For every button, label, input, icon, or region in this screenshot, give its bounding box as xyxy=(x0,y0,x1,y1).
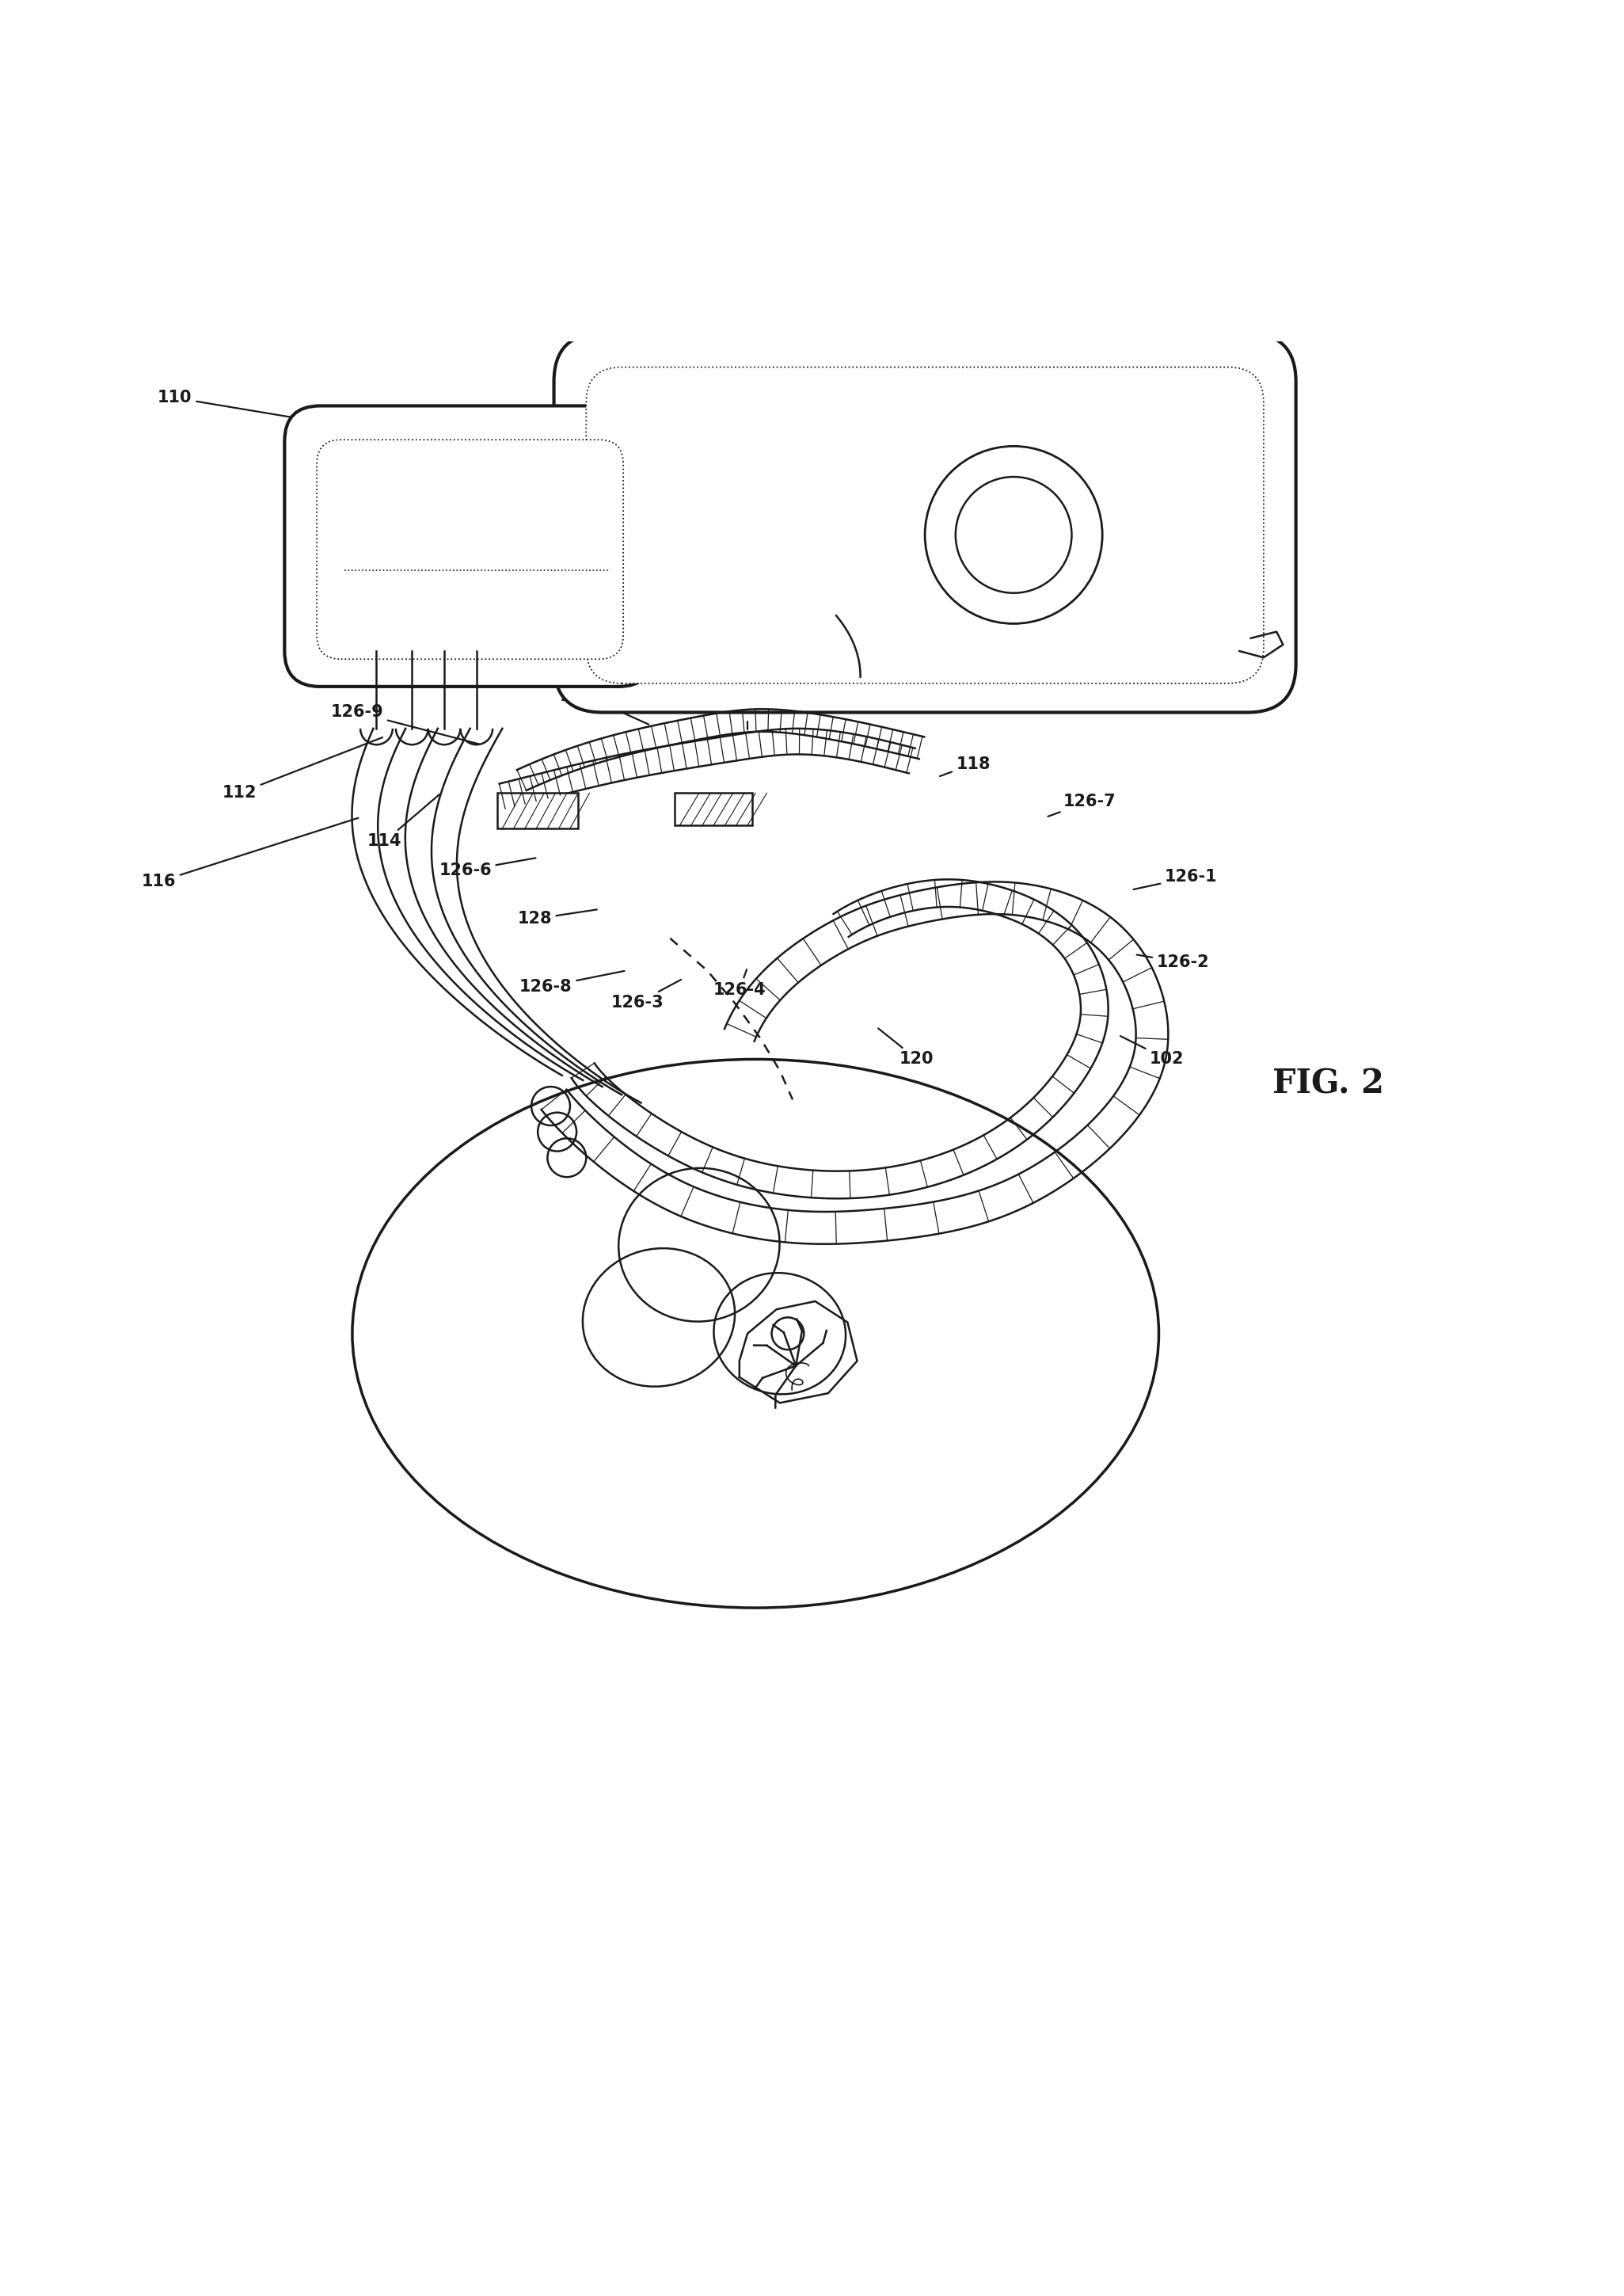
Bar xyxy=(497,792,578,829)
FancyBboxPatch shape xyxy=(317,441,624,659)
Text: 126-5: 126-5 xyxy=(560,689,648,726)
Text: 126-1: 126-1 xyxy=(1134,868,1218,889)
Text: 108: 108 xyxy=(1117,487,1151,542)
Text: 126-3: 126-3 xyxy=(611,980,680,1010)
Text: 126-6: 126-6 xyxy=(438,859,536,879)
Text: 114: 114 xyxy=(367,794,440,850)
Text: 126-2: 126-2 xyxy=(1137,955,1210,971)
Text: 126-9: 126-9 xyxy=(331,705,479,744)
Text: 126-4: 126-4 xyxy=(713,969,767,999)
Text: 120: 120 xyxy=(879,1029,934,1068)
Text: 122: 122 xyxy=(731,700,765,730)
Bar xyxy=(676,792,752,824)
Text: 102: 102 xyxy=(1121,1035,1184,1068)
Text: 116: 116 xyxy=(141,817,359,891)
FancyBboxPatch shape xyxy=(554,333,1296,712)
Text: 112: 112 xyxy=(222,737,383,801)
Text: 126-8: 126-8 xyxy=(520,971,624,994)
Text: 124: 124 xyxy=(867,365,979,429)
FancyBboxPatch shape xyxy=(284,406,654,687)
Text: FIG. 2: FIG. 2 xyxy=(1272,1068,1384,1100)
Text: 106: 106 xyxy=(838,634,918,705)
FancyBboxPatch shape xyxy=(586,367,1263,684)
Text: 110: 110 xyxy=(158,390,367,429)
Text: 126-7: 126-7 xyxy=(1047,792,1116,817)
Text: 128: 128 xyxy=(518,909,598,928)
Text: 118: 118 xyxy=(940,755,991,776)
